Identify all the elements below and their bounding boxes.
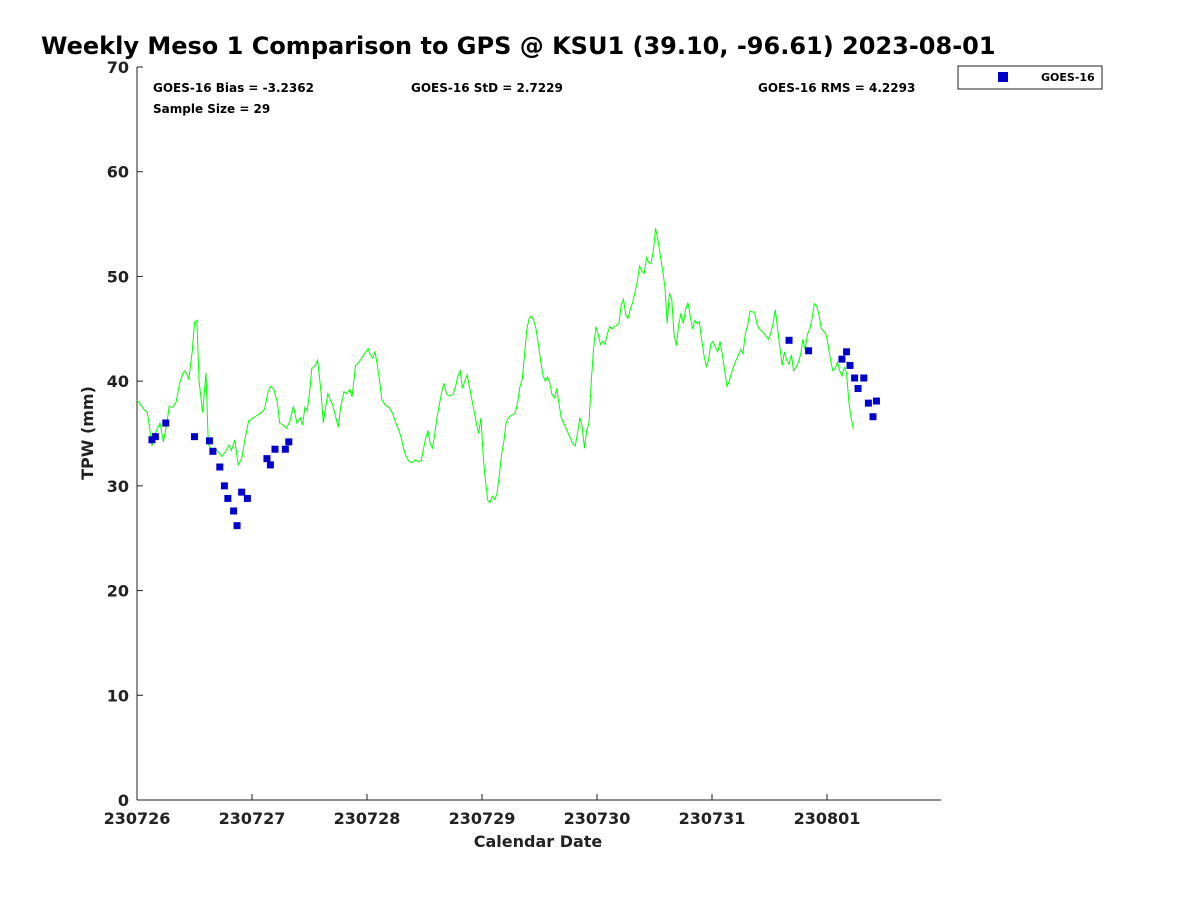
y-tick-label: 30 <box>107 477 129 496</box>
bias-stat: GOES-16 Bias = -3.2362 <box>153 81 314 95</box>
goes16-point <box>271 445 279 453</box>
chart-title: Weekly Meso 1 Comparison to GPS @ KSU1 (… <box>41 32 996 60</box>
x-tick-label: 230731 <box>679 809 746 828</box>
y-axis-label: TPW (mm) <box>78 386 97 480</box>
goes16-point <box>162 419 170 427</box>
goes16-point <box>243 494 251 502</box>
goes16-point <box>785 336 793 344</box>
goes16-point <box>872 397 880 405</box>
goes16-point <box>805 347 813 355</box>
goes16-point <box>205 437 213 445</box>
goes16-point <box>151 433 159 441</box>
legend: GOES-16 <box>957 65 1103 90</box>
y-tick-label: 70 <box>107 58 129 77</box>
legend-goes16-marker <box>998 72 1008 82</box>
y-tick-label: 0 <box>118 791 129 810</box>
y-tick-label: 50 <box>107 267 129 286</box>
x-tick-label: 230729 <box>449 809 516 828</box>
y-tick-label: 60 <box>107 163 129 182</box>
y-axis-ticks: 0 10 20 30 40 50 60 70 <box>107 58 143 810</box>
sample-size-stat: Sample Size = 29 <box>153 102 270 116</box>
y-tick-label: 40 <box>107 372 129 391</box>
goes16-point <box>238 488 246 496</box>
goes16-point <box>869 413 877 421</box>
y-tick-label: 10 <box>107 686 129 705</box>
legend-box <box>957 65 1103 90</box>
y-tick-label: 20 <box>107 582 129 601</box>
goes16-point <box>864 399 872 407</box>
legend-goes16-label: GOES-16 <box>1041 71 1095 84</box>
goes16-point <box>220 482 228 490</box>
goes16-point <box>851 374 859 382</box>
x-tick-label: 230728 <box>334 809 401 828</box>
x-tick-label: 230801 <box>794 809 861 828</box>
goes16-series <box>148 336 880 530</box>
goes16-point <box>846 361 854 369</box>
goes16-point <box>281 445 289 453</box>
rms-stat: GOES-16 RMS = 4.2293 <box>758 81 915 95</box>
goes16-point <box>191 433 198 441</box>
gps-series-line <box>136 228 854 504</box>
goes16-point <box>838 355 846 363</box>
x-tick-label: 230727 <box>219 809 286 828</box>
goes16-point <box>209 447 217 455</box>
goes16-point <box>263 455 271 463</box>
x-tick-label: 230730 <box>564 809 631 828</box>
goes16-point <box>216 463 224 471</box>
goes16-point <box>860 374 868 382</box>
goes16-point <box>266 461 274 469</box>
plot-area <box>137 67 941 800</box>
x-axis-ticks: 230726 230727 230728 230729 230730 230731 2308… <box>104 794 861 828</box>
goes16-point <box>854 384 862 392</box>
x-tick-label: 230726 <box>104 809 171 828</box>
goes16-point <box>233 522 241 530</box>
gps-series <box>136 228 854 504</box>
goes16-point <box>230 507 238 515</box>
x-axis-label: Calendar Date <box>474 832 603 851</box>
goes16-point <box>224 494 232 502</box>
goes16-point <box>285 438 293 446</box>
std-stat: GOES-16 StD = 2.7229 <box>411 81 563 95</box>
goes16-point <box>843 348 851 356</box>
